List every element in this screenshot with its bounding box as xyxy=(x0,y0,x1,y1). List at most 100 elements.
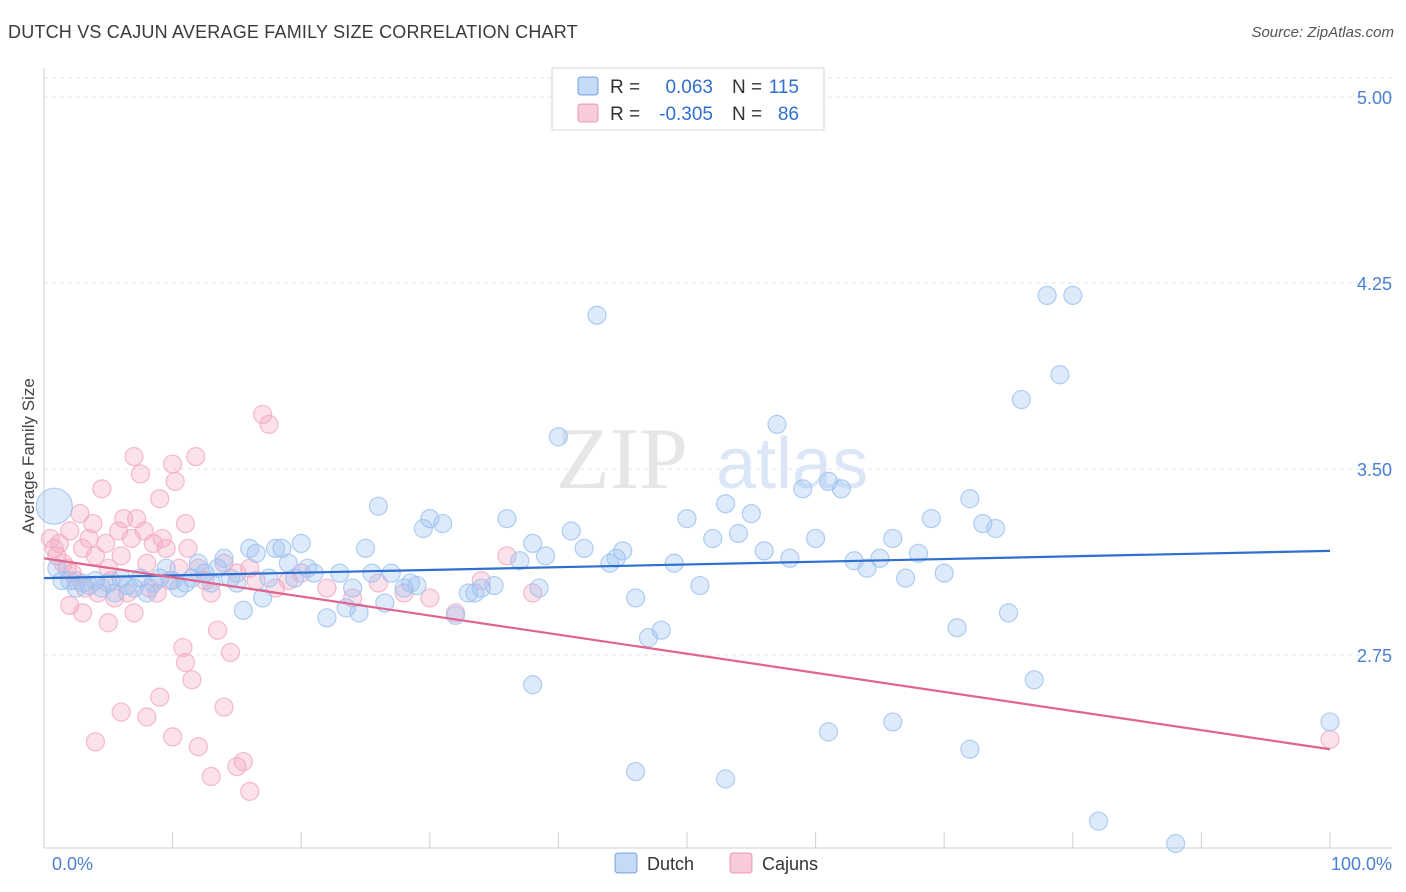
legend-dutch-swatch xyxy=(577,76,599,96)
dutch-point xyxy=(715,494,736,514)
dutch-point xyxy=(1166,833,1186,854)
dutch-point xyxy=(381,563,401,583)
dutch-trend-line xyxy=(43,549,1331,580)
y-tick-label: 4.25 xyxy=(1357,274,1392,294)
dutch-point xyxy=(188,553,208,573)
bottom-legend-dutch-label: Dutch xyxy=(647,854,694,874)
dutch-point xyxy=(754,541,774,561)
dutch-point xyxy=(973,513,993,534)
dutch-point xyxy=(908,543,929,563)
dutch-point xyxy=(510,551,530,571)
cajuns-point xyxy=(98,613,118,633)
dutch-point xyxy=(613,541,633,561)
dutch-point xyxy=(741,504,761,524)
cajuns-point xyxy=(83,513,103,534)
cajuns-point xyxy=(163,454,183,474)
dutch-point xyxy=(870,548,890,568)
dutch-point xyxy=(317,608,337,628)
cajuns-point xyxy=(233,752,253,772)
cajuns-point xyxy=(165,471,185,491)
dutch-point xyxy=(523,533,543,554)
dutch-point xyxy=(600,553,620,573)
dutch-points xyxy=(35,285,1340,854)
dutch-point xyxy=(330,563,350,583)
dutch-point xyxy=(998,603,1019,623)
dutch-point xyxy=(433,513,453,534)
legend-dutch-r-label: R = xyxy=(610,77,640,98)
dutch-point xyxy=(960,489,980,509)
dutch-point xyxy=(413,518,433,539)
dutch-point xyxy=(233,600,253,620)
dutch-point xyxy=(98,573,118,593)
dutch-point xyxy=(664,553,684,573)
cajuns-point xyxy=(137,707,157,727)
cajuns-point xyxy=(182,670,202,690)
cajuns-point xyxy=(259,414,279,434)
bottom-legend-cajuns-label: Cajuns xyxy=(762,854,818,874)
dutch-point xyxy=(1088,811,1109,831)
cajuns-point xyxy=(163,727,183,747)
dutch-point xyxy=(1024,670,1044,690)
cajuns-point xyxy=(188,558,208,578)
bottom-legend-cajuns-swatch xyxy=(729,852,753,874)
dutch-point xyxy=(1050,365,1070,385)
legend: R = 0.063 N = 115 R = -0.305 N = 86 xyxy=(551,67,825,131)
dutch-point xyxy=(362,563,382,583)
cajuns-point xyxy=(471,570,491,591)
cajuns-point xyxy=(92,479,112,499)
cajuns-point xyxy=(175,652,196,673)
legend-cajuns-n-value: 86 xyxy=(778,104,799,125)
y-tick-label: 5.00 xyxy=(1357,88,1392,108)
watermark: ZIP atlas xyxy=(556,411,868,508)
cajuns-point xyxy=(152,528,172,549)
dutch-point xyxy=(587,305,607,325)
legend-cajuns-r-label: R = xyxy=(610,104,640,125)
dutch-point xyxy=(690,575,710,596)
cajuns-point xyxy=(173,637,193,658)
dutch-point xyxy=(259,568,279,588)
dutch-point xyxy=(529,578,549,598)
cajuns-trend-line xyxy=(43,557,1331,751)
dutch-point xyxy=(805,528,826,549)
dutch-point xyxy=(124,578,144,598)
x-ticks xyxy=(43,832,1331,848)
y-tick-label: 3.50 xyxy=(1357,460,1392,480)
dutch-point xyxy=(92,578,112,598)
dutch-point xyxy=(343,578,363,598)
cajuns-point xyxy=(72,603,93,623)
legend-dutch-r-value: 0.063 xyxy=(665,77,713,98)
cajuns-point xyxy=(111,702,131,722)
cajuns-point xyxy=(420,588,440,608)
dutch-point xyxy=(728,523,749,544)
cajuns-point xyxy=(368,573,388,593)
dutch-point xyxy=(651,620,671,640)
y-tick-label: 2.75 xyxy=(1357,646,1392,666)
legend-dutch-n-label: N = xyxy=(732,77,762,98)
dutch-point xyxy=(715,769,736,789)
cajuns-point xyxy=(253,404,273,425)
dutch-point xyxy=(677,508,697,529)
dutch-point xyxy=(1037,285,1057,305)
cajuns-point xyxy=(317,578,337,598)
dutch-point xyxy=(947,618,967,638)
cajuns-point xyxy=(214,697,234,717)
dutch-point xyxy=(548,427,569,447)
dutch-point xyxy=(497,508,517,529)
cajuns-points xyxy=(40,404,1340,802)
legend-cajuns-n-label: N = xyxy=(732,104,762,125)
cajuns-point xyxy=(124,447,144,467)
cajuns-point xyxy=(49,533,70,554)
y-tick-labels: 2.75 3.50 4.25 5.00 xyxy=(1357,88,1392,666)
x-tick-label-max: 100.0% xyxy=(1331,854,1392,874)
cajuns-point xyxy=(85,546,106,566)
cajuns-point xyxy=(60,521,80,541)
dutch-point xyxy=(960,739,980,759)
cajuns-point xyxy=(186,447,206,467)
dutch-point xyxy=(1320,712,1340,732)
cajuns-point xyxy=(175,513,196,534)
dutch-point xyxy=(291,533,311,554)
dutch-point xyxy=(458,583,478,603)
cajuns-point xyxy=(156,538,176,558)
dutch-point xyxy=(465,583,485,603)
